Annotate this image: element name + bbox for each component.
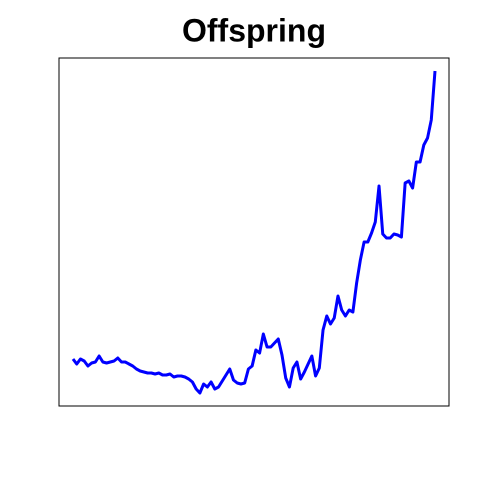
chart-title: Offspring xyxy=(182,12,326,48)
data-line xyxy=(71,70,437,395)
plot-frame xyxy=(58,57,450,407)
